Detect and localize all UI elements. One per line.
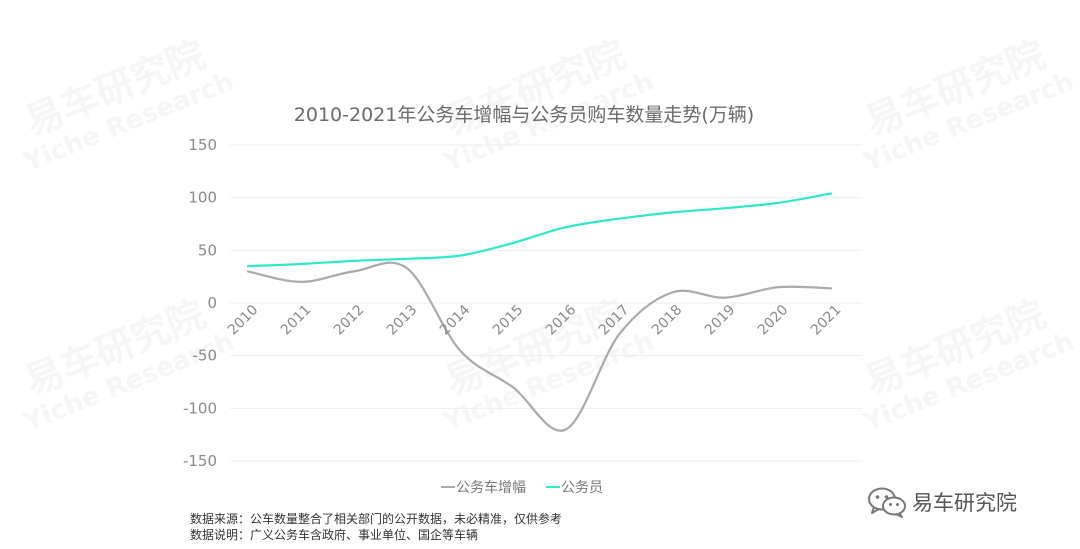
y-tick-label: -100 bbox=[183, 399, 217, 417]
legend-label: 公务员 bbox=[561, 480, 603, 496]
y-tick-label: 100 bbox=[188, 189, 217, 207]
chart-title: 2010-2021年公务车增幅与公务员购车数量走势(万辆) bbox=[294, 104, 754, 126]
series-layer bbox=[246, 192, 833, 432]
x-tick-label: 2020 bbox=[755, 302, 792, 339]
wechat-icon bbox=[868, 487, 906, 518]
x-tick-label: 2013 bbox=[384, 302, 421, 339]
gridlines bbox=[230, 144, 862, 462]
brand-logo: 易车研究院 bbox=[866, 484, 1017, 520]
legend-label: 公务车增幅 bbox=[456, 479, 526, 496]
x-tick-label: 2011 bbox=[278, 302, 315, 339]
series-line-2 bbox=[246, 192, 833, 268]
y-tick-label: -150 bbox=[183, 452, 217, 470]
y-tick-label: 0 bbox=[207, 294, 217, 312]
x-tick-label: 2010 bbox=[225, 302, 262, 339]
legend: 公务车增幅 公务员 bbox=[441, 479, 603, 496]
y-tick-label: 150 bbox=[188, 136, 217, 154]
x-tick-label: 2021 bbox=[808, 302, 845, 339]
x-tick-label: 2018 bbox=[649, 302, 686, 339]
y-tick-label: -50 bbox=[193, 347, 218, 365]
x-tick-label: 2014 bbox=[437, 302, 474, 339]
x-tick-label: 2012 bbox=[331, 302, 368, 339]
data-source-note: 数据来源：公车数量整合了相关部门的公开数据，未必精准，仅供参考 bbox=[190, 512, 563, 526]
brand-name: 易车研究院 bbox=[912, 491, 1017, 515]
y-tick-label: 50 bbox=[198, 241, 217, 259]
y-axis-ticks: 150 100 50 0 -50 -100 -150 bbox=[183, 136, 217, 470]
data-explanation-note: 数据说明：广义公务车含政府、事业单位、国企等车辆 bbox=[190, 528, 479, 542]
x-tick-label: 2019 bbox=[702, 302, 739, 339]
